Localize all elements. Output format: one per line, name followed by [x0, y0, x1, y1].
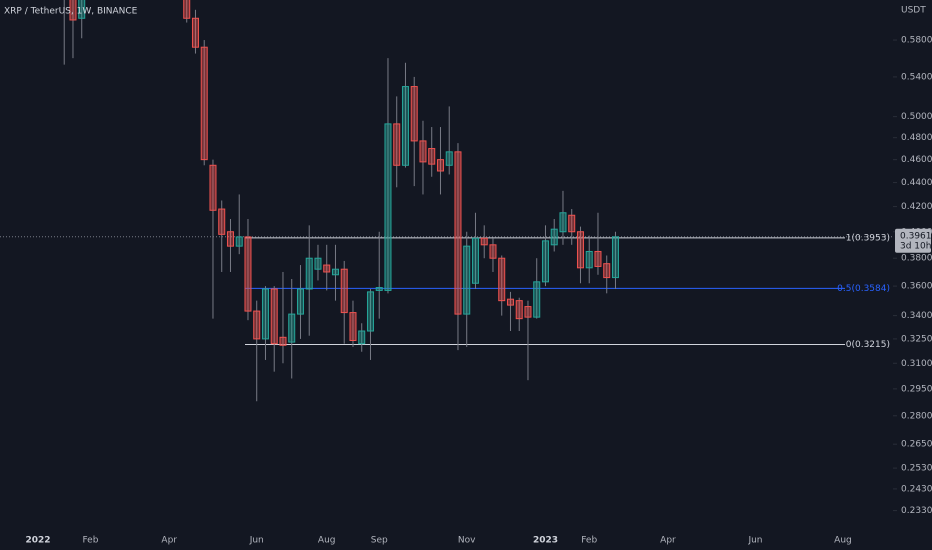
candle-body	[279, 336, 287, 346]
x-tick-label: 2022	[25, 536, 50, 546]
x-tick-label: Apr	[660, 536, 676, 546]
x-tick-label: Feb	[581, 536, 597, 546]
countdown-label: 3d 10h	[900, 241, 931, 251]
candle-body	[349, 312, 357, 341]
candle-body	[366, 291, 374, 332]
x-tick-label: Feb	[83, 536, 99, 546]
candle-body	[200, 46, 208, 161]
candle-body	[314, 257, 322, 270]
candle-body	[533, 281, 541, 318]
candle-body	[323, 264, 331, 273]
candle-body	[69, 0, 77, 21]
candle-body	[331, 268, 339, 276]
candle-body	[305, 257, 313, 290]
fib-label: 0.5(0.3584)	[837, 284, 890, 294]
candle-body	[541, 240, 549, 283]
candle-body	[209, 164, 217, 211]
candle-body	[226, 231, 234, 247]
y-tick-label: 0.4400	[901, 178, 932, 188]
candle-body	[288, 313, 296, 343]
price-box	[895, 228, 931, 253]
y-tick-label: 0.5400	[901, 72, 932, 82]
candle-body	[393, 123, 401, 166]
candle-body	[471, 237, 479, 284]
candle-body	[480, 237, 488, 246]
candle-body	[384, 123, 392, 291]
x-tick-label: Aug	[318, 536, 336, 546]
y-tick-label: 0.2530	[901, 464, 932, 474]
candle-body	[603, 263, 611, 279]
y-tick-label: 0.3100	[901, 359, 932, 369]
candle-body	[261, 288, 269, 340]
candle-body	[489, 244, 497, 259]
candle-body	[375, 287, 383, 291]
candle-body	[454, 151, 462, 315]
candle-body	[463, 245, 471, 315]
currency-label: USDT	[901, 6, 926, 16]
candle-body	[506, 298, 514, 306]
candle-body	[244, 236, 252, 312]
y-tick-label: 0.4600	[901, 155, 932, 165]
candle-body	[410, 86, 418, 142]
candle-body	[515, 300, 523, 320]
candle-body	[445, 151, 453, 166]
candle-body	[419, 140, 427, 163]
y-tick-label: 0.3400	[901, 311, 932, 321]
y-tick-label: 0.3800	[901, 254, 932, 264]
x-tick-label: Apr	[161, 536, 177, 546]
candle-body	[559, 212, 567, 233]
candle-body	[218, 208, 226, 235]
candle-body	[296, 288, 304, 315]
candle-body	[340, 268, 348, 314]
candle-body	[235, 236, 243, 247]
candle-body	[401, 86, 409, 166]
x-tick-label: Jun	[747, 536, 762, 546]
y-tick-label: 0.5000	[901, 112, 932, 122]
y-tick-label: 0.4800	[901, 133, 932, 143]
candle-body	[524, 306, 532, 318]
candle-body	[498, 257, 506, 302]
fib-label: 1(0.3953)	[846, 233, 890, 243]
y-tick-label: 0.5800	[901, 36, 932, 46]
candle-body	[428, 148, 436, 165]
candle-body	[611, 236, 619, 279]
y-tick-label: 0.4200	[901, 202, 932, 212]
candle-body	[568, 214, 576, 233]
y-tick-label: 0.2430	[901, 484, 932, 494]
candle-body	[253, 310, 261, 340]
candle-body	[191, 17, 199, 48]
candle-body	[594, 250, 602, 267]
candle-body	[585, 250, 593, 269]
y-tick-label: 0.2330	[901, 506, 932, 516]
x-tick-label: Sep	[371, 536, 388, 546]
y-tick-label: 0.3250	[901, 334, 932, 344]
candle-body	[183, 0, 191, 19]
candle-body	[358, 330, 366, 345]
y-tick-label: 0.2950	[901, 384, 932, 394]
fib-label: 0(0.3215)	[846, 340, 890, 350]
candle-body	[576, 231, 584, 269]
y-tick-label: 0.2650	[901, 440, 932, 450]
x-tick-label: 2023	[533, 536, 558, 546]
candle-body	[436, 159, 444, 172]
y-tick-label: 0.2800	[901, 411, 932, 421]
x-tick-label: Jun	[249, 536, 264, 546]
last-price-label: 0.3961	[900, 231, 932, 241]
plot-area	[0, 0, 893, 402]
chart-title: XRP / TetherUS, 1W, BINANCE	[4, 7, 138, 17]
x-tick-label: Nov	[458, 536, 476, 546]
candle-body	[550, 228, 558, 246]
x-tick-label: Aug	[834, 536, 852, 546]
y-tick-label: 0.3600	[901, 282, 932, 292]
candle-body	[78, 0, 86, 19]
candle-body	[270, 288, 278, 345]
